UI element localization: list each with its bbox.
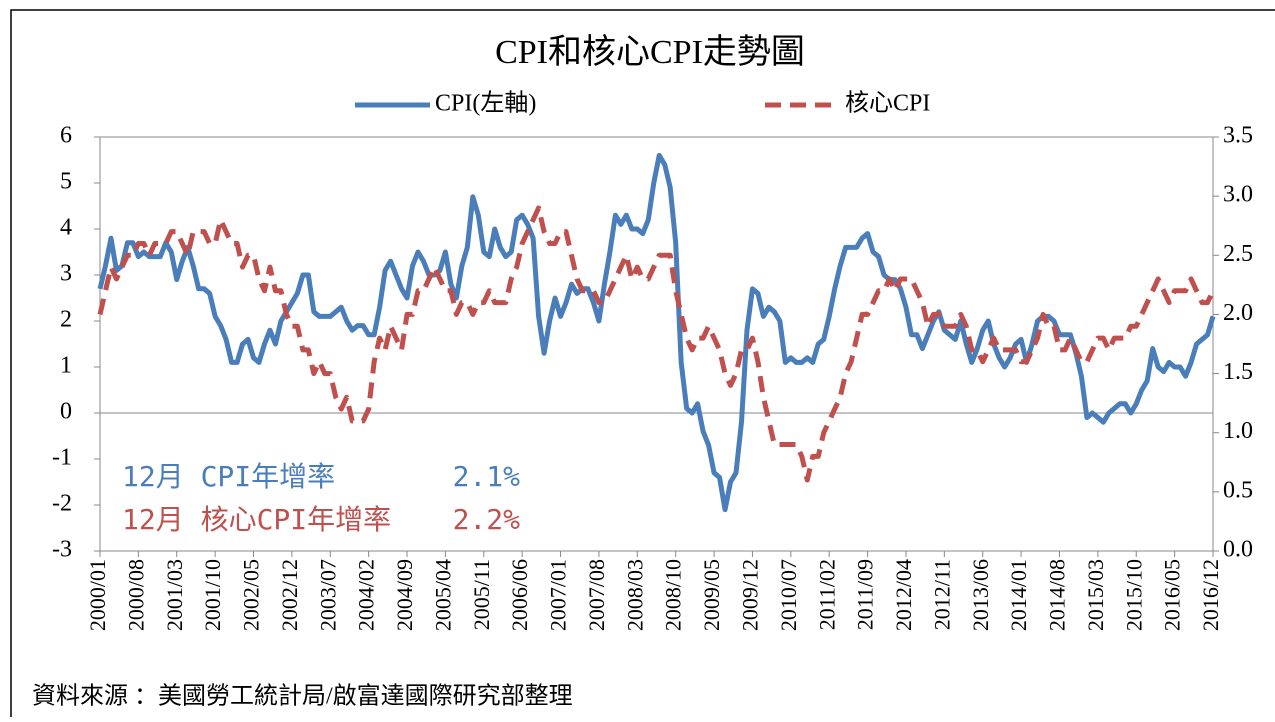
x-tick-label: 2011/09: [853, 559, 878, 630]
x-tick-label: 2004/09: [392, 559, 417, 631]
annotation-value: 2.1%: [453, 460, 521, 493]
x-tick-label: 2006/06: [507, 559, 532, 631]
y-tick-label: -2: [52, 491, 72, 517]
y2-tick-label: 2.0: [1223, 300, 1253, 326]
y-tick-label: 4: [60, 215, 72, 241]
x-tick-label: 2005/11: [469, 559, 494, 630]
legend-label: 核心CPI: [845, 90, 930, 117]
frame: [10, 9, 1275, 717]
x-tick-label: 2010/07: [776, 559, 801, 631]
y2-tick-label: 1.5: [1223, 359, 1253, 385]
y2-tick-label: 0.0: [1223, 537, 1253, 563]
series-line: [97, 152, 1216, 513]
y-tick-label: 3: [60, 261, 72, 287]
y2-tick-label: 2.5: [1223, 241, 1253, 267]
source: 資料來源 ：美國勞工統計局/啟富達國際研究部整理: [32, 683, 573, 710]
annotation-value: 2.2%: [453, 503, 521, 536]
x-tick-label: 2009/12: [737, 559, 762, 631]
x-tick-label: 2005/04: [430, 559, 455, 631]
y-tick-label: 2: [60, 307, 72, 333]
y2-tick-label: 3.0: [1223, 182, 1253, 208]
x-tick-label: 2008/03: [622, 559, 647, 631]
x-tick-label: 2002/12: [277, 559, 302, 631]
annotation-label: 12月 核心CPI年增率: [122, 503, 391, 536]
x-tick-label: 2007/01: [546, 559, 571, 631]
plot-area: [99, 136, 1214, 552]
x-tick-label: 2015/10: [1121, 559, 1146, 631]
x-tick-label: 2016/05: [1160, 559, 1185, 631]
x-tick-label: 2012/11: [929, 559, 954, 630]
y-tick-label: 5: [60, 169, 72, 195]
y-tick-label: 1: [60, 353, 72, 379]
legend-label: CPI(左軸): [435, 90, 536, 117]
y2-tick-label: 1.0: [1223, 418, 1253, 444]
chart-title: CPI和核心CPI走勢圖: [495, 33, 805, 71]
y-tick-label: 0: [60, 399, 72, 425]
x-tick-label: 2012/04: [891, 559, 916, 631]
x-tick-label: 2004/02: [354, 559, 379, 631]
y-tick-label: 6: [60, 123, 72, 149]
x-tick-label: 2013/06: [968, 559, 993, 631]
y-tick-label: -1: [52, 445, 72, 471]
x-tick-label: 2008/10: [661, 559, 686, 631]
annotation-label: 12月 CPI年增率: [122, 460, 335, 493]
x-tick-label: 2001/03: [162, 559, 187, 631]
y2-tick-label: 3.5: [1223, 123, 1253, 149]
y2-tick-label: 0.5: [1223, 477, 1253, 503]
x-tick-label: 2007/08: [584, 559, 609, 631]
x-tick-label: 2003/07: [315, 559, 340, 631]
x-tick-label: 2015/03: [1083, 559, 1108, 631]
x-tick-label: 2000/01: [85, 559, 110, 631]
x-tick-label: 2014/01: [1006, 559, 1031, 631]
x-tick-label: 2009/05: [699, 559, 724, 631]
x-tick-label: 2002/05: [239, 559, 264, 631]
x-tick-label: 2001/10: [200, 559, 225, 631]
x-tick-label: 2016/12: [1198, 559, 1223, 631]
x-tick-label: 2000/08: [123, 559, 148, 631]
series-line: [97, 205, 1216, 483]
x-tick-label: 2014/08: [1045, 559, 1070, 631]
x-tick-label: 2011/02: [814, 559, 839, 630]
y-tick-label: -3: [52, 537, 72, 563]
